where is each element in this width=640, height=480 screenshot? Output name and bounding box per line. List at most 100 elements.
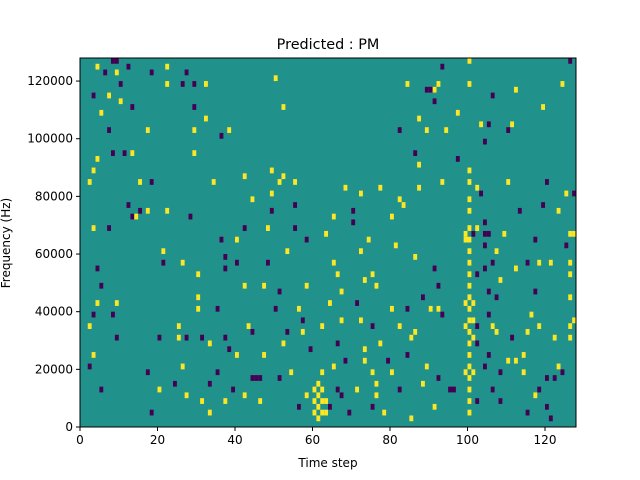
heatmap-cell-low [138,207,143,214]
heatmap-cell-low [130,213,135,220]
heatmap-cell-low [440,63,445,70]
y-tick-label: 80000 [35,189,73,203]
heatmap-cell-high [145,207,150,214]
heatmap-cell-low [397,386,402,393]
heatmap-cell-high [432,86,437,93]
heatmap-cell-low [490,386,495,393]
heatmap-cell-high [440,179,445,185]
heatmap-cell-high [304,392,309,399]
heatmap-cell-high [277,179,282,185]
heatmap-cell-low [436,282,441,289]
heatmap-cell-low [347,409,352,416]
heatmap-cell-high [424,127,429,133]
heatmap-cell-low [428,86,433,93]
heatmap-cell-high [320,323,325,329]
heatmap-cell-high [467,409,472,416]
heatmap-cell-low [95,265,100,272]
heatmap-cell-high [355,386,360,393]
heatmap-cell-high [393,242,398,249]
heatmap-cell-high [401,202,406,208]
heatmap-cell-low [498,398,503,404]
heatmap-cell-low [242,225,247,231]
heatmap-cell-high [328,300,332,306]
heatmap-cell-high [300,328,305,335]
y-tick-label: 100000 [27,132,73,146]
heatmap-cell-high [246,323,251,329]
heatmap-cell-low [184,334,189,341]
heatmap-cell-low [471,230,476,237]
y-tick-label: 60000 [35,247,73,261]
y-tick-label: 120000 [27,74,73,88]
heatmap-cell-low [424,86,429,93]
heatmap-cell-low [386,357,391,364]
heatmap-cell-high [157,386,162,393]
heatmap-cell-low [91,92,96,99]
heatmap-cell-high [514,265,518,272]
heatmap-cell-low [335,340,340,347]
heatmap-cell-high [424,363,429,370]
heatmap-cell-low [227,346,232,353]
heatmap-cells [87,58,577,422]
heatmap-cell-low [475,340,480,347]
heatmap-cell-low [219,236,224,243]
heatmap-cell-high [324,398,329,404]
heatmap-cell-high [165,63,170,70]
heatmap-cell-high [87,179,92,185]
heatmap-cell-low [510,334,515,341]
heatmap-cell-high [533,392,538,399]
heatmap-cell-high [413,328,418,335]
x-tick-label: 100 [456,433,479,447]
heatmap-cell-high [262,282,267,289]
heatmap-cell-high [359,190,363,197]
heatmap-cell-high [409,334,414,341]
heatmap-cell-high [320,409,325,416]
heatmap-cell-low [486,121,491,128]
heatmap-cell-high [130,150,135,157]
heatmap-cell-low [130,104,135,110]
heatmap-cell-low [91,311,96,318]
heatmap-cell-high [91,225,96,231]
heatmap-cell-low [541,202,546,208]
heatmap-cell-low [475,323,480,329]
heatmap-cell-low [432,98,437,105]
heatmap-cell-high [467,179,472,185]
heatmap-cell-low [490,92,495,99]
heatmap-cell-low [405,305,410,312]
heatmap-cell-high [444,127,449,133]
heatmap-cell-low [506,127,511,133]
heatmap-cell-low [114,58,119,64]
heatmap-cell-high [134,213,139,220]
heatmap-cell-high [390,213,394,220]
heatmap-cell-high [568,259,573,266]
heatmap-cell-low [285,328,290,335]
heatmap-cell-low [269,207,274,214]
heatmap-cell-high [304,282,309,289]
heatmap-cell-high [176,334,181,341]
heatmap-cell-high [343,184,348,191]
heatmap-cell-low [126,202,131,208]
heatmap-cell-high [196,305,201,312]
heatmap-cell-high [316,403,321,410]
heatmap-cell-high [537,259,542,266]
heatmap-cell-high [95,156,100,162]
heatmap-cell-high [510,121,515,128]
heatmap-cell-high [324,409,329,416]
heatmap-cell-high [242,173,247,180]
heatmap-cell-high [417,161,422,168]
heatmap-cell-low [258,375,263,381]
heatmap-cell-high [467,196,472,203]
heatmap-cell-low [328,403,332,410]
heatmap-cell-low [545,403,549,410]
heatmap-cell-low [351,207,356,214]
heatmap-cell-low [483,230,487,237]
heatmap-cell-high [374,392,379,399]
heatmap-cell-high [335,271,340,278]
heatmap-cell-low [173,380,177,387]
heatmap-cell-high [471,369,476,376]
heatmap-cell-high [207,340,212,347]
heatmap-cell-low [111,150,115,157]
heatmap-cell-low [277,375,282,381]
heatmap-cell-low [548,415,553,422]
heatmap-cell-high [192,150,197,157]
